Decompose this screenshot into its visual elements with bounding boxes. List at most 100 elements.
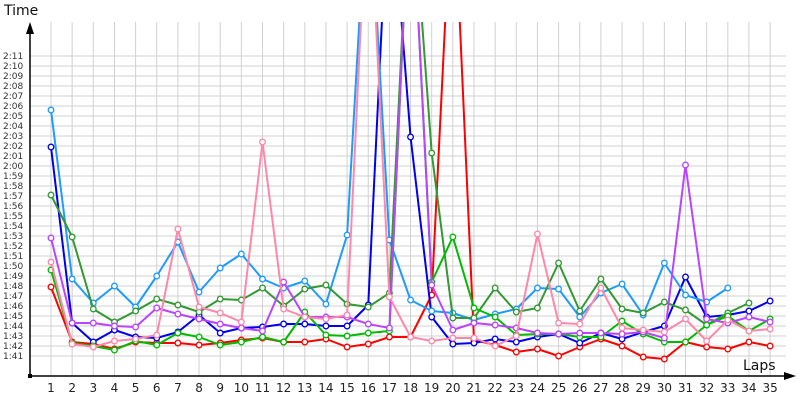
x-axis-arrow-icon [784, 372, 796, 380]
x-tick-label: 5 [132, 381, 140, 395]
data-point [280, 338, 288, 346]
data-point [512, 338, 520, 346]
data-point [576, 320, 584, 328]
data-point [322, 322, 330, 330]
y-tick-label: 1:53 [3, 232, 23, 242]
data-point [745, 338, 753, 346]
data-point [259, 138, 266, 146]
data-point [322, 300, 330, 308]
data-point [703, 321, 711, 329]
data-point [555, 330, 563, 338]
data-point [428, 307, 436, 315]
data-point [512, 348, 520, 356]
data-point [153, 341, 161, 349]
data-point [449, 334, 457, 342]
x-tick-label: 19 [424, 381, 439, 395]
data-point [660, 259, 668, 267]
data-point [47, 234, 55, 242]
data-point [195, 303, 203, 311]
y-axis-arrow-icon [26, 22, 34, 34]
data-point [555, 259, 563, 267]
data-point [576, 307, 584, 315]
data-point [407, 133, 414, 141]
y-tick-labels: 1:411:421:431:441:451:461:471:481:491:50… [3, 52, 23, 362]
x-tick-label: 32 [699, 381, 714, 395]
y-tick-label: 1:43 [3, 332, 23, 342]
data-point [153, 331, 161, 339]
series-line-green [50, 22, 771, 351]
x-tick-label: 30 [657, 381, 672, 395]
data-point [216, 295, 224, 303]
y-tick-label: 1:47 [3, 292, 23, 302]
data-point [576, 329, 584, 337]
data-point [174, 225, 182, 233]
data-point [491, 335, 499, 343]
data-point [534, 329, 541, 337]
data-point [534, 284, 541, 292]
data-point [89, 343, 97, 351]
data-point [385, 293, 393, 301]
x-tick-label: 4 [111, 381, 119, 395]
x-tick-label: 7 [174, 381, 182, 395]
data-point [132, 307, 140, 315]
data-point [216, 309, 224, 317]
data-point [470, 334, 478, 342]
data-point [259, 275, 266, 283]
axes: Time Laps [3, 3, 796, 380]
data-point [195, 333, 203, 341]
x-tick-label: 27 [593, 381, 608, 395]
data-point [491, 342, 499, 350]
data-point [237, 324, 245, 332]
data-point [237, 250, 245, 258]
y-tick-label: 2:08 [3, 82, 23, 92]
y-tick-label: 1:57 [3, 192, 23, 202]
data-point [216, 264, 224, 272]
data-point [745, 313, 753, 321]
data-point [407, 296, 414, 304]
data-point [766, 318, 774, 326]
data-point [68, 275, 76, 283]
data-point [174, 329, 182, 337]
data-point [745, 327, 753, 335]
data-point [555, 319, 563, 327]
x-tick-label: 24 [530, 381, 545, 395]
series-pink [47, 22, 774, 351]
data-point [153, 304, 161, 312]
y-tick-label: 1:45 [3, 312, 23, 322]
data-point [153, 272, 161, 280]
y-tick-label: 1:48 [3, 282, 23, 292]
y-tick-label: 2:05 [3, 112, 23, 122]
x-tick-labels: 1 2 3 4 5 6 7 8 9 10 11 12 13 14 15 16 17 18 19 20 21 22 23 24 2… [47, 381, 778, 395]
data-point [364, 340, 372, 348]
data-point [639, 309, 647, 317]
y-tick-label: 1:50 [3, 262, 23, 272]
series-line-magenta [50, 22, 771, 339]
data-point [343, 322, 351, 330]
data-point [132, 335, 140, 343]
data-point [47, 258, 55, 266]
data-point [724, 316, 732, 324]
data-point [512, 308, 520, 316]
x-tick-label: 1 [47, 381, 55, 395]
data-point [534, 345, 541, 353]
data-point [280, 320, 288, 328]
data-point [174, 301, 182, 309]
data-point [597, 275, 605, 283]
data-point [745, 307, 753, 315]
x-tick-label: 11 [255, 381, 270, 395]
data-point [428, 149, 436, 157]
data-point [682, 338, 689, 346]
data-point [68, 319, 76, 327]
data-point [555, 352, 563, 360]
y-tick-label: 1:58 [3, 182, 23, 192]
x-tick-label: 34 [741, 381, 756, 395]
data-point [47, 191, 55, 199]
data-point [449, 233, 457, 241]
y-tick-label: 2:06 [3, 102, 23, 112]
x-tick-label: 2 [68, 381, 76, 395]
data-point [660, 328, 668, 336]
data-point [428, 337, 436, 345]
data-point [322, 315, 330, 323]
grid [31, 22, 786, 376]
data-point [89, 319, 97, 327]
